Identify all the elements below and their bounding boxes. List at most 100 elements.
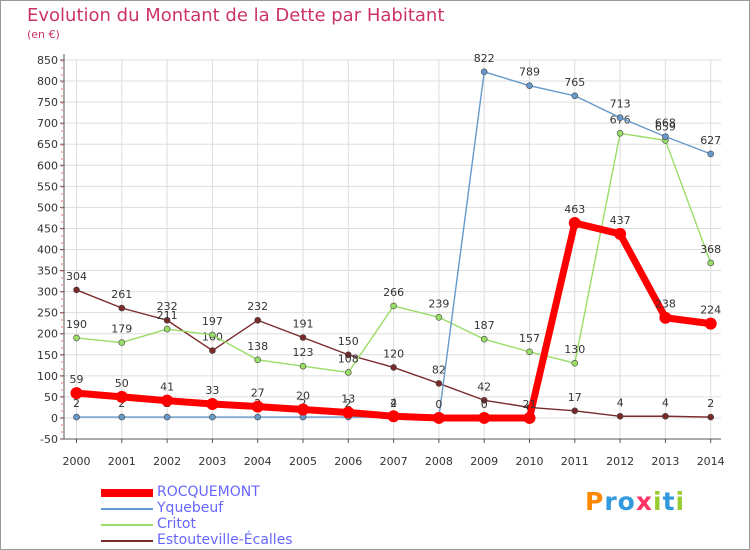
data-point-critot: [435, 313, 443, 321]
data-point-yquebeuf: [616, 114, 624, 121]
logo-letter: P: [585, 487, 605, 516]
legend-label: Yquebeuf: [157, 500, 224, 516]
data-point-critot: [254, 356, 262, 364]
data-point-rocquemont: [568, 216, 581, 229]
data-point-critot: [480, 335, 488, 343]
legend-label: Estouteville-Écalles: [157, 532, 293, 548]
data-label-estouteville-ecalles: 150: [338, 335, 359, 348]
logo-letter: i: [675, 487, 686, 516]
y-tick-label: 200: [37, 328, 58, 341]
x-tick-label: 2013: [651, 455, 679, 468]
data-point-rocquemont: [432, 411, 445, 424]
data-point-rocquemont: [161, 394, 174, 407]
data-label-estouteville-ecalles: 17: [568, 391, 582, 404]
data-label-yquebeuf: 713: [610, 98, 631, 111]
y-tick-label: 850: [37, 54, 58, 67]
data-point-estouteville-ecalles: [662, 412, 669, 420]
data-label-rocquemont: 50: [115, 377, 129, 390]
y-tick-label: 650: [37, 138, 58, 151]
data-label-estouteville-ecalles: 232: [247, 300, 268, 313]
x-tick-label: 2011: [561, 455, 589, 468]
y-tick-label: 500: [37, 201, 58, 214]
x-tick-label: 2008: [425, 455, 453, 468]
y-tick-label: 50: [44, 391, 58, 404]
data-point-rocquemont: [342, 406, 355, 419]
logo-letter: x: [635, 487, 653, 516]
data-label-estouteville-ecalles: 42: [477, 380, 491, 393]
data-point-yquebeuf: [254, 413, 262, 421]
legend-label: Critot: [157, 516, 196, 532]
data-point-yquebeuf: [73, 413, 80, 421]
data-label-rocquemont: 59: [70, 373, 84, 386]
data-point-yquebeuf: [571, 92, 579, 100]
data-label-yquebeuf: 627: [700, 134, 721, 147]
data-point-rocquemont: [297, 403, 309, 416]
data-point-yquebeuf: [480, 68, 488, 76]
y-tick-label: 750: [37, 96, 58, 109]
data-point-estouteville-ecalles: [435, 380, 443, 387]
data-point-rocquemont: [387, 410, 400, 423]
x-tick-label: 2010: [516, 455, 544, 468]
data-point-critot: [390, 302, 397, 310]
data-point-yquebeuf: [209, 413, 216, 421]
y-tick-label: 700: [37, 117, 58, 130]
legend-swatch: [101, 540, 153, 542]
data-label-rocquemont: 0: [481, 398, 488, 411]
data-label-critot: 211: [157, 309, 178, 322]
data-point-critot: [344, 369, 352, 376]
data-point-estouteville-ecalles: [480, 396, 488, 404]
data-label-estouteville-ecalles: 4: [662, 396, 669, 409]
y-tick-label: 0: [51, 412, 58, 425]
data-point-estouteville-ecalles: [707, 413, 715, 421]
x-tick-label: 2004: [244, 455, 272, 468]
data-point-rocquemont: [115, 390, 128, 403]
data-label-critot: 187: [474, 319, 495, 332]
data-label-critot: 123: [293, 346, 314, 359]
data-label-estouteville-ecalles: 120: [383, 347, 404, 360]
data-point-estouteville-ecalles: [209, 347, 216, 354]
legend-label: ROCQUEMONT: [157, 484, 260, 500]
data-point-estouteville-ecalles: [299, 334, 307, 341]
data-point-rocquemont: [614, 227, 627, 240]
proxiti-logo: Proxiti: [585, 487, 685, 516]
data-label-estouteville-ecalles: 2: [707, 397, 714, 410]
data-label-critot: 108: [338, 352, 359, 365]
logo-letter: i: [653, 487, 663, 516]
data-label-rocquemont: 463: [564, 203, 585, 216]
y-tick-label: 800: [37, 75, 58, 88]
data-point-estouteville-ecalles: [73, 286, 80, 294]
data-label-critot: 157: [519, 332, 540, 345]
data-point-rocquemont: [206, 398, 219, 411]
data-point-rocquemont: [523, 411, 536, 424]
y-tick-label: 450: [37, 222, 58, 235]
data-point-yquebeuf: [526, 82, 533, 89]
data-point-critot: [707, 259, 715, 267]
data-point-critot: [73, 334, 80, 342]
data-point-estouteville-ecalles: [616, 412, 624, 420]
data-label-rocquemont: 21: [523, 398, 537, 411]
x-tick-label: 2007: [380, 455, 408, 468]
data-label-estouteville-ecalles: 191: [293, 318, 314, 331]
data-label-rocquemont: 437: [610, 214, 631, 227]
data-label-critot: 130: [564, 343, 585, 356]
x-tick-label: 2002: [153, 455, 181, 468]
chart-subtitle: (en €): [27, 28, 60, 41]
data-point-critot: [299, 362, 307, 370]
data-label-critot: 368: [700, 243, 721, 256]
data-label-rocquemont: 27: [251, 387, 265, 400]
chart-title: Evolution du Montant de la Dette par Hab…: [27, 5, 445, 26]
data-label-rocquemont: 238: [655, 298, 676, 311]
data-label-estouteville-ecalles: 4: [617, 396, 624, 409]
y-tick-label: 600: [37, 159, 58, 172]
data-label-estouteville-ecalles: 304: [66, 270, 87, 283]
y-tick-label: 550: [37, 180, 58, 193]
legend-swatch: [101, 489, 153, 497]
x-tick-label: 2006: [334, 455, 362, 468]
data-label-critot: 197: [202, 315, 223, 328]
y-tick-label: 250: [37, 307, 58, 320]
data-label-critot: 659: [655, 120, 676, 133]
data-point-critot: [526, 348, 533, 356]
data-label-rocquemont: 4: [390, 396, 397, 409]
y-tick-label: 100: [37, 370, 58, 383]
